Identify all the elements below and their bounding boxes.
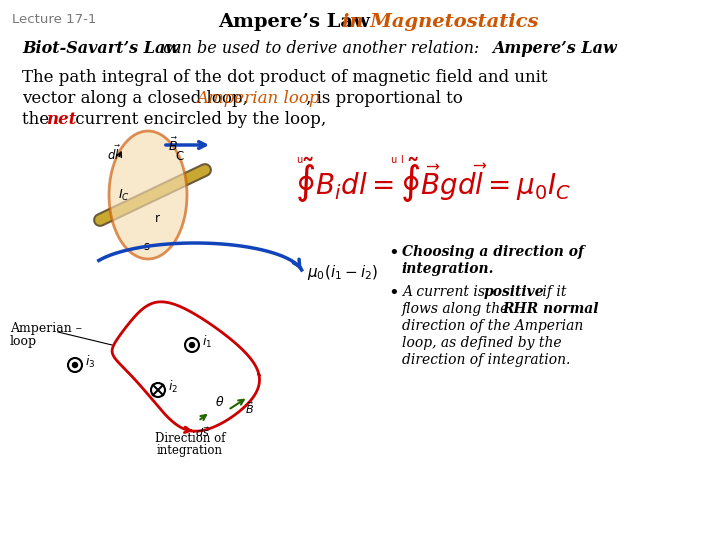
Text: current encircled by the loop,: current encircled by the loop, <box>70 111 326 128</box>
Text: RHR normal: RHR normal <box>502 302 598 316</box>
Text: if it: if it <box>538 285 567 299</box>
Text: direction of integration.: direction of integration. <box>402 353 570 367</box>
Text: Biot-Savart’s Law: Biot-Savart’s Law <box>22 40 179 57</box>
Text: $\mu_0(i_1 - i_2)$: $\mu_0(i_1 - i_2)$ <box>307 262 378 281</box>
Text: $I_C$: $I_C$ <box>118 188 130 203</box>
Text: vector along a closed loop,: vector along a closed loop, <box>22 90 253 107</box>
Text: integration: integration <box>157 444 223 457</box>
Text: $\vec{B}$: $\vec{B}$ <box>168 137 178 154</box>
Text: •: • <box>388 245 399 263</box>
Text: loop: loop <box>10 335 37 348</box>
Text: direction of the Amperian: direction of the Amperian <box>402 319 583 333</box>
Text: $d\vec{l}$: $d\vec{l}$ <box>107 145 122 163</box>
Text: $i_1$: $i_1$ <box>202 334 212 350</box>
Text: net: net <box>46 111 76 128</box>
Text: $\vec{B}$: $\vec{B}$ <box>245 400 254 416</box>
Text: Ampere’s Law: Ampere’s Law <box>218 13 377 31</box>
Text: u: u <box>390 155 396 165</box>
Text: flows along the: flows along the <box>402 302 514 316</box>
Text: $i_2$: $i_2$ <box>168 379 178 395</box>
Ellipse shape <box>109 131 187 259</box>
Text: loop, as defined by the: loop, as defined by the <box>402 336 562 350</box>
Text: r: r <box>155 212 160 225</box>
Text: the: the <box>22 111 55 128</box>
Circle shape <box>73 362 78 368</box>
Text: Choosing a direction of: Choosing a direction of <box>402 245 584 259</box>
Text: Ampere’s Law: Ampere’s Law <box>492 40 617 57</box>
Text: $\theta$: $\theta$ <box>215 395 225 409</box>
Text: can be used to derive another relation:: can be used to derive another relation: <box>158 40 485 57</box>
Circle shape <box>189 342 194 348</box>
Text: The path integral of the dot product of magnetic field and unit: The path integral of the dot product of … <box>22 69 547 86</box>
Text: •: • <box>388 285 399 303</box>
Text: u: u <box>296 155 302 165</box>
Text: Amperian –: Amperian – <box>10 322 82 335</box>
Text: in Magnetostatics: in Magnetostatics <box>342 13 539 31</box>
Text: , is proportional to: , is proportional to <box>306 90 463 107</box>
Text: $\tilde{\oint} B_i dl = \tilde{\oint} \vec{B}g d\vec{l} = \mu_0 I_C$: $\tilde{\oint} B_i dl = \tilde{\oint} \v… <box>295 155 571 205</box>
Text: Lecture 17-1: Lecture 17-1 <box>12 13 96 26</box>
Text: l: l <box>400 155 402 165</box>
Text: Direction of: Direction of <box>155 432 225 445</box>
Text: positive: positive <box>484 285 544 299</box>
Text: integration.: integration. <box>402 262 495 276</box>
Text: s: s <box>143 240 149 253</box>
Text: C: C <box>175 150 184 163</box>
Text: $i_3$: $i_3$ <box>85 354 95 370</box>
Text: $d\vec{s}$: $d\vec{s}$ <box>195 425 210 438</box>
Text: Amperian loop: Amperian loop <box>196 90 320 107</box>
Text: A current is: A current is <box>402 285 490 299</box>
